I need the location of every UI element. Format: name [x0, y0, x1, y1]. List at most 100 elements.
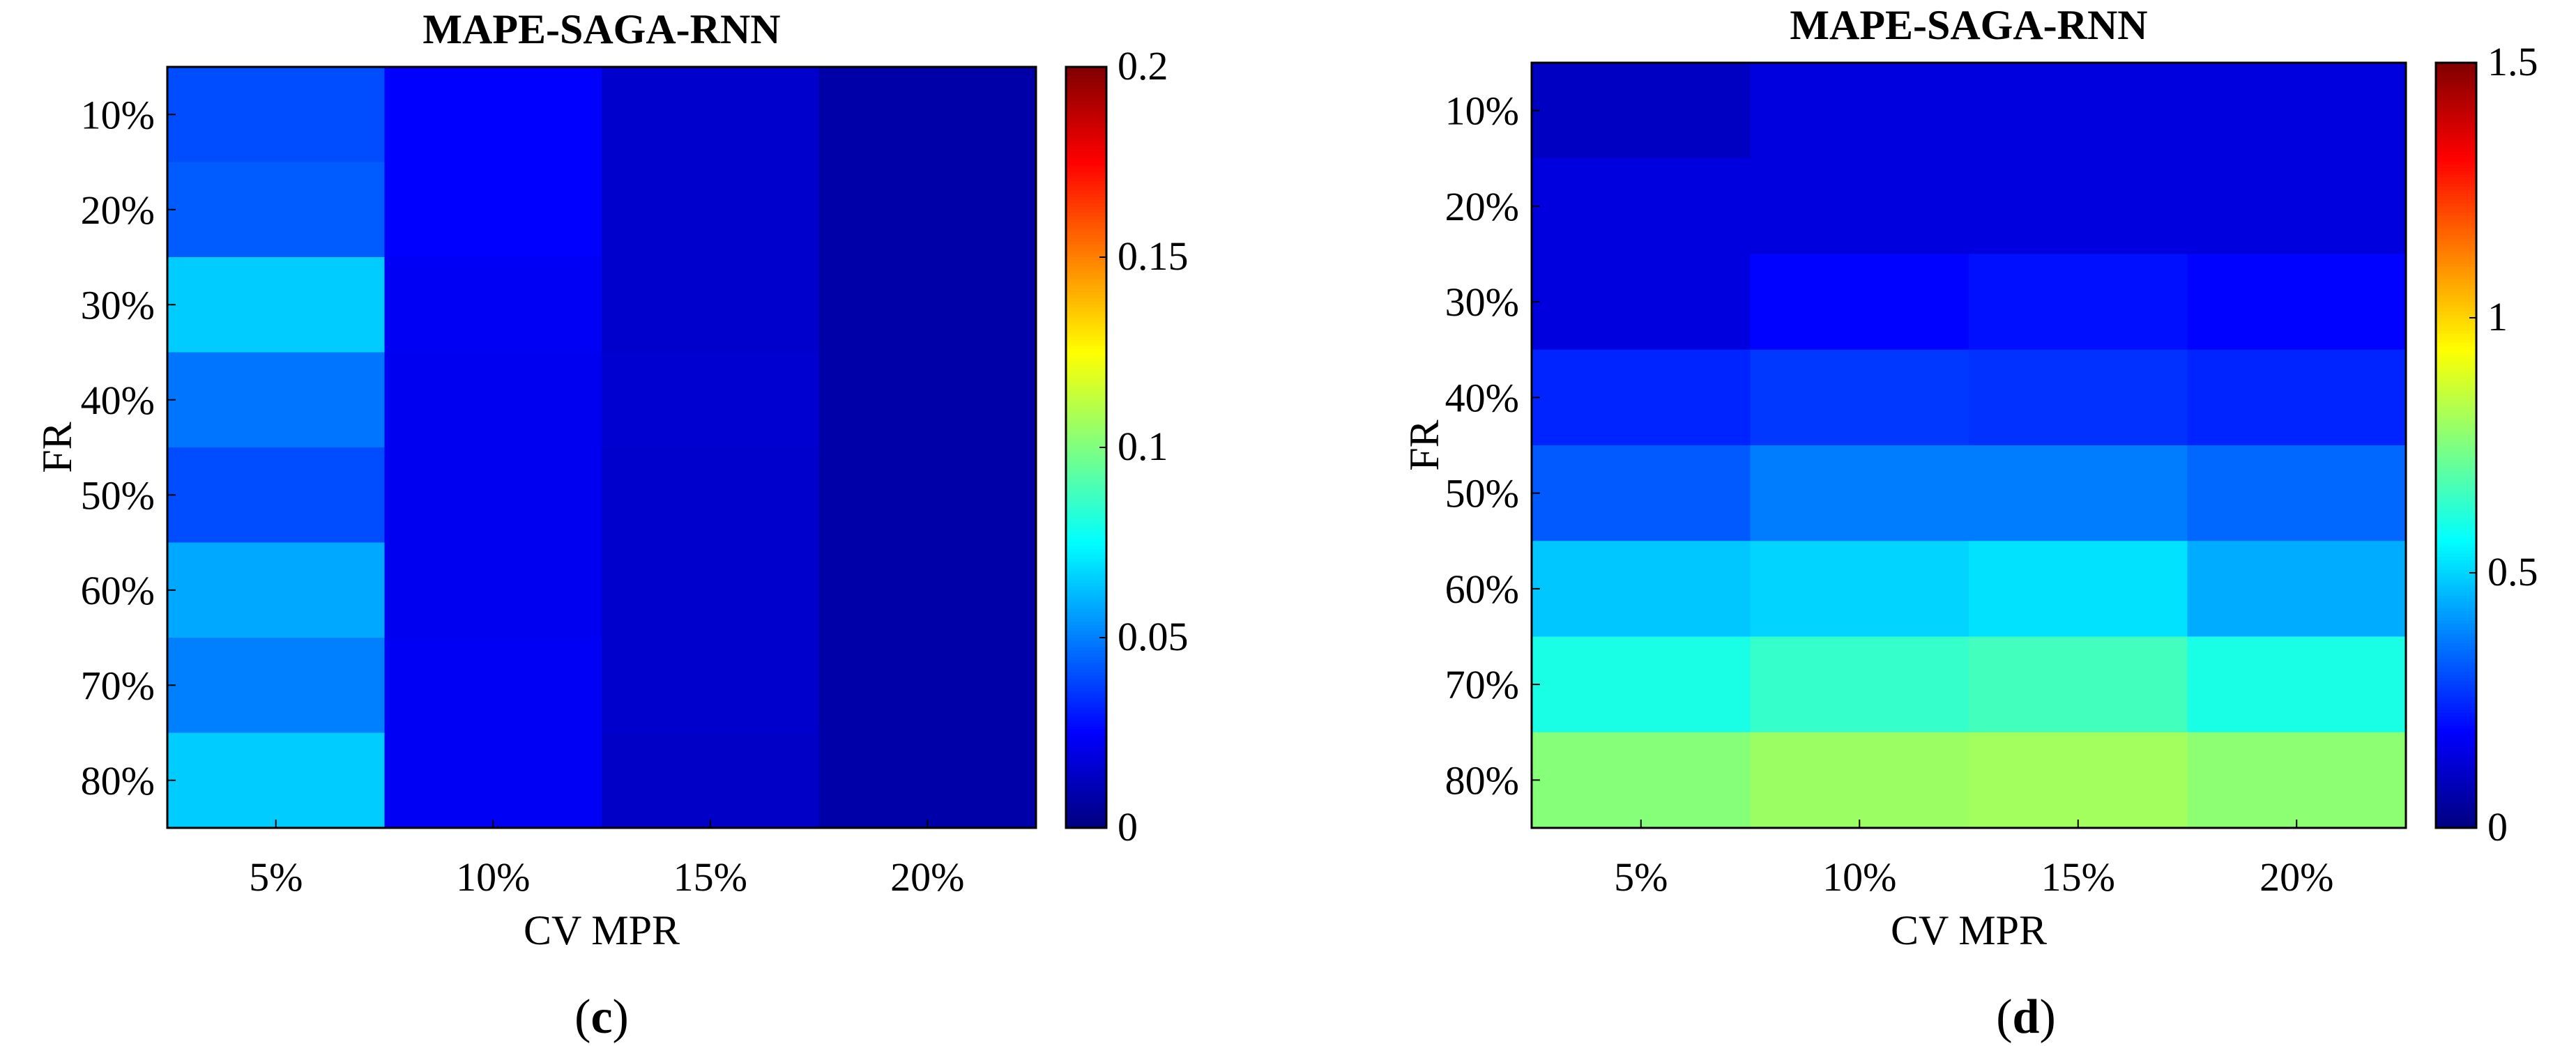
panel-label: (c) [574, 990, 629, 1044]
y-tick-label: 70% [81, 663, 155, 708]
heatmap-cell [384, 67, 602, 163]
colorbar-segment [2436, 100, 2476, 105]
colorbar-segment [2436, 337, 2476, 341]
heatmap-cell [602, 732, 820, 829]
colorbar-segment [1066, 701, 1106, 705]
colorbar-segment [2436, 537, 2476, 542]
y-tick-label: 40% [1445, 375, 1519, 420]
colorbar-segment [2436, 709, 2476, 714]
heatmap-cell [167, 542, 386, 638]
colorbar-segment [1066, 393, 1106, 397]
colorbar-segment [1066, 222, 1106, 226]
colorbar-segment [1066, 215, 1106, 220]
colorbar-segment [1066, 745, 1106, 750]
colorbar-segment [2436, 276, 2476, 280]
colorbar-segment [2436, 120, 2476, 124]
colorbar-segment [2436, 82, 2476, 86]
heatmap-cell [2187, 349, 2407, 446]
colorbar-segment [2436, 238, 2476, 242]
colorbar-segment [2436, 604, 2476, 609]
colorbar-segment [2436, 703, 2476, 707]
colorbar-segment [2436, 608, 2476, 612]
colorbar-segment [1066, 720, 1106, 724]
colorbar-segment [2436, 420, 2476, 424]
colorbar-segment [1066, 622, 1106, 626]
colorbar-segment [2436, 783, 2476, 787]
colorbar-segment [1066, 250, 1106, 255]
chart-title: MAPE-SAGA-RNN [422, 6, 780, 52]
colorbar-segment [2436, 553, 2476, 557]
colorbar-segment [2436, 359, 2476, 363]
y-tick-label: 50% [81, 472, 155, 518]
colorbar-segment [1066, 105, 1106, 109]
colorbar-segment [2436, 818, 2476, 822]
colorbar-segment [2436, 391, 2476, 395]
colorbar-segment [1066, 790, 1106, 794]
colorbar-segment [2436, 333, 2476, 338]
colorbar-segment [1066, 669, 1106, 673]
colorbar-segment [2436, 452, 2476, 456]
colorbar-segment [2436, 355, 2476, 360]
y-axis-label: FR [1401, 420, 1447, 470]
colorbar-segment [1066, 602, 1106, 607]
colorbar-tick-label: 0.2 [1118, 43, 1168, 89]
colorbar-segment [2436, 760, 2476, 765]
colorbar-segment [2436, 652, 2476, 656]
colorbar-segment [1066, 714, 1106, 718]
colorbar-segment [2436, 681, 2476, 685]
colorbar-segment [2436, 649, 2476, 654]
colorbar-segment [2436, 385, 2476, 389]
colorbar-tick-label: 0 [1118, 804, 1138, 849]
colorbar-segment [1066, 76, 1106, 80]
colorbar-segment [2436, 167, 2476, 172]
colorbar-segment [1066, 638, 1106, 642]
colorbar-segment [2436, 161, 2476, 166]
colorbar-segment [1066, 742, 1106, 746]
heatmap-cell [2187, 254, 2407, 351]
colorbar-segment [1066, 609, 1106, 613]
colorbar-tick-label: 0.1 [1118, 424, 1168, 469]
colorbar-segment [2436, 110, 2476, 114]
colorbar-segment [1066, 526, 1106, 531]
heatmap-cell [167, 67, 386, 163]
colorbar-segment [1066, 561, 1106, 566]
colorbar-segment [1066, 792, 1106, 797]
colorbar-segment [1066, 704, 1106, 708]
x-tick-label: 5% [249, 854, 303, 900]
colorbar-segment [1066, 231, 1106, 236]
colorbar-segment [2436, 228, 2476, 233]
heatmap-cell [2187, 541, 2407, 638]
colorbar-segment [2436, 199, 2476, 204]
colorbar-segment [2436, 531, 2476, 535]
colorbar-segment [2436, 126, 2476, 130]
colorbar-segment [2436, 353, 2476, 357]
colorbar-segment [2436, 490, 2476, 494]
colorbar-segment [1066, 482, 1106, 486]
colorbar-segment [1066, 806, 1106, 810]
colorbar-segment [2436, 774, 2476, 778]
colorbar-segment [2436, 235, 2476, 239]
colorbar-segment [1066, 818, 1106, 822]
colorbar-segment [1066, 466, 1106, 470]
colorbar-segment [1066, 716, 1106, 721]
heatmap-cell [818, 447, 1037, 544]
y-tick-label: 70% [1445, 662, 1519, 707]
x-axis-label: CV MPR [524, 907, 680, 953]
heatmap-cell [1532, 254, 1751, 351]
colorbar-segment [2436, 707, 2476, 711]
colorbar-segment [2436, 75, 2476, 79]
colorbar-segment [2436, 796, 2476, 800]
heatmap-cell [1969, 541, 2188, 638]
colorbar-segment [1066, 79, 1106, 84]
colorbar-segment [2436, 732, 2476, 737]
colorbar-segment [2436, 821, 2476, 826]
colorbar-segment [1066, 333, 1106, 337]
colorbar-segment [2436, 805, 2476, 810]
colorbar-segment [2436, 573, 2476, 577]
colorbar-segment [2436, 183, 2476, 188]
colorbar-segment [2436, 655, 2476, 660]
colorbar-tick-label: 0.5 [2487, 549, 2538, 594]
colorbar-segment [2436, 69, 2476, 73]
colorbar-segment [1066, 348, 1106, 353]
